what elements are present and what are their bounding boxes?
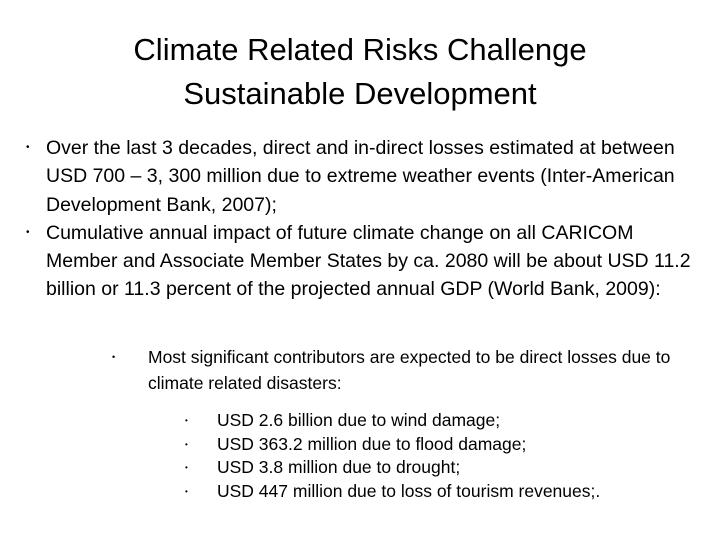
bullet-text: Cumulative annual impact of future clima… bbox=[46, 221, 691, 301]
sub-sub-bullet-item: • USD 447 million due to loss of tourism… bbox=[185, 480, 715, 504]
bullet-dot-icon: • bbox=[185, 463, 188, 472]
bullet-item: • Cumulative annual impact of future cli… bbox=[26, 219, 706, 304]
sub-sub-bullet-item: • USD 2.6 billion due to wind damage; bbox=[185, 409, 715, 433]
sub-bullet-list: • Most significant contributors are expe… bbox=[112, 345, 702, 396]
bullet-dot-icon: • bbox=[112, 352, 116, 362]
bullet-dot-icon: • bbox=[185, 486, 188, 496]
bullet-dot-icon: • bbox=[185, 439, 188, 449]
sub-sub-bullet-text: USD 363.2 million due to flood damage; bbox=[217, 433, 527, 454]
sub-sub-bullet-text: USD 2.6 billion due to wind damage; bbox=[217, 410, 501, 430]
bullet-dot-icon: • bbox=[185, 416, 188, 425]
bullet-text: Over the last 3 decades, direct and in-d… bbox=[46, 137, 675, 216]
title-line-2: Sustainable Development bbox=[183, 76, 537, 111]
sub-bullet-item: • Most significant contributors are expe… bbox=[112, 345, 702, 396]
title-line-1: Climate Related Risks Challenge bbox=[133, 32, 587, 67]
sub-sub-bullet-item: • USD 3.8 million due to drought; bbox=[185, 456, 715, 480]
sub-sub-bullet-text: USD 3.8 million due to drought; bbox=[217, 457, 461, 477]
sub-sub-bullet-item: • USD 363.2 million due to flood damage; bbox=[185, 433, 715, 457]
bullet-item: • Over the last 3 decades, direct and in… bbox=[26, 134, 706, 219]
sub-sub-bullet-list: • USD 2.6 billion due to wind damage; • … bbox=[185, 409, 715, 503]
main-bullet-list: • Over the last 3 decades, direct and in… bbox=[26, 134, 706, 304]
bullet-dot-icon: • bbox=[26, 226, 30, 238]
sub-sub-bullet-text: USD 447 million due to loss of tourism r… bbox=[217, 480, 601, 501]
bullet-dot-icon: • bbox=[26, 142, 30, 153]
sub-bullet-text: Most significant contributors are expect… bbox=[148, 347, 671, 393]
slide-title: Climate Related Risks Challenge Sustaina… bbox=[0, 28, 720, 116]
